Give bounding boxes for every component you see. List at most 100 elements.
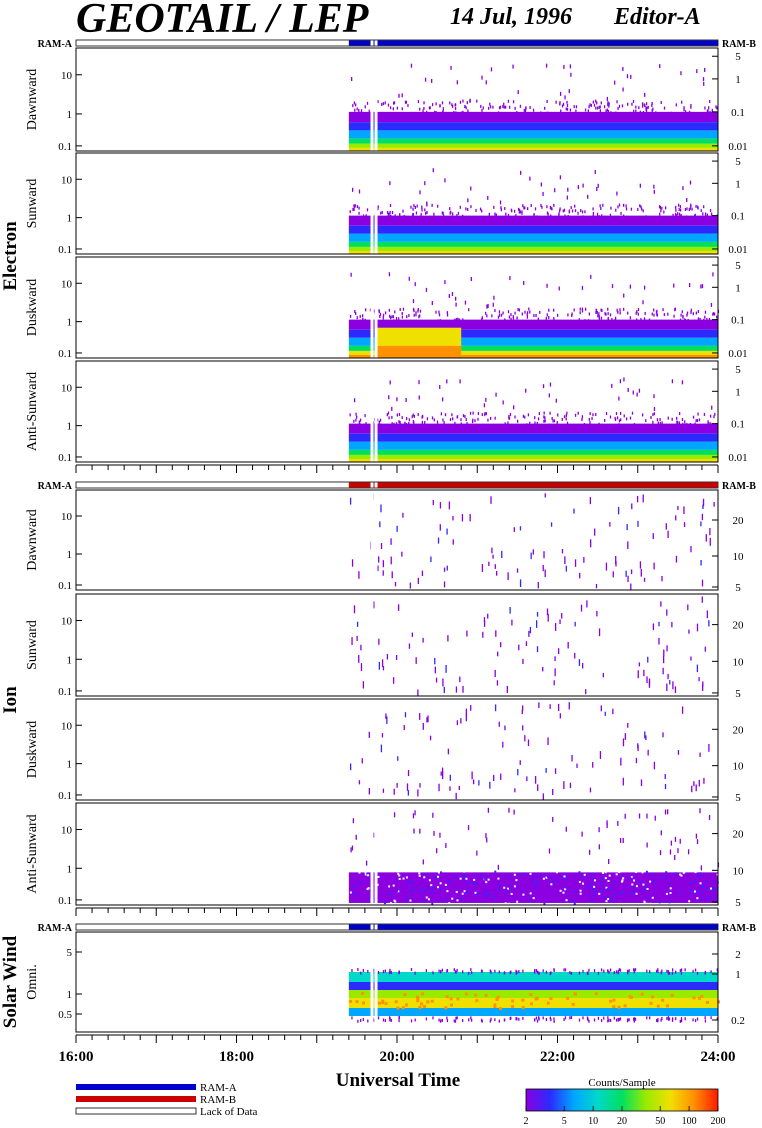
heatmap-cell [355, 311, 357, 315]
heatmap-cell [652, 623, 655, 631]
heatmap-cell [490, 1017, 492, 1021]
y-right-tick-label: 2 [735, 949, 741, 961]
heatmap-cell [566, 107, 569, 111]
heatmap-cell [437, 537, 440, 544]
heatmap-cell [404, 712, 407, 718]
heatmap-cell [462, 99, 464, 103]
y-right-tick-label: 1 [735, 282, 741, 294]
heatmap-cell [349, 413, 351, 417]
heatmap-cell [709, 537, 711, 546]
heatmap-cell [393, 319, 395, 323]
heatmap-cell [382, 1018, 385, 1022]
heatmap-band [348, 319, 718, 330]
heatmap-cell [522, 969, 524, 973]
heatmap-cell [377, 1016, 380, 1020]
heatmap-cell [434, 666, 437, 674]
heatmap-cell [399, 420, 401, 424]
heatmap-cell [458, 785, 460, 790]
heatmap-cell [581, 875, 584, 878]
heatmap-cell [508, 416, 510, 420]
heatmap-cell [429, 106, 431, 110]
data-gap [374, 361, 378, 462]
heatmap-cell [451, 413, 453, 417]
heatmap-cell [354, 108, 356, 112]
heatmap-cell [701, 579, 704, 587]
y-left-tick-label: 5 [67, 947, 73, 959]
heatmap-cell [401, 93, 403, 98]
heatmap-cell [381, 210, 383, 214]
heatmap-cell [458, 318, 461, 322]
y-left-tick-label: 0.1 [58, 686, 72, 698]
heatmap-cell [498, 721, 500, 727]
heatmap-cell [568, 210, 570, 214]
heatmap-cell [681, 380, 684, 385]
heatmap-cell [498, 883, 501, 886]
heatmap-cell [660, 971, 662, 975]
heatmap-cell [367, 887, 370, 890]
heatmap-cell [471, 882, 474, 885]
heatmap-cell [401, 551, 403, 557]
heatmap-cell [589, 787, 592, 793]
heatmap-cell [373, 309, 376, 313]
heatmap-cell [368, 109, 370, 113]
heatmap-cell [435, 102, 437, 106]
heatmap-cell [690, 204, 692, 208]
heatmap-cell [523, 872, 526, 875]
heatmap-cell [578, 1018, 581, 1022]
heatmap-cell [600, 888, 603, 891]
heatmap-cell [710, 302, 713, 307]
heatmap-cell [446, 1016, 448, 1020]
panel-label: Duskward [25, 721, 40, 779]
heatmap-cell [574, 621, 576, 627]
heatmap-cell [675, 423, 677, 427]
heatmap-cell [559, 175, 562, 180]
heatmap-cell [542, 877, 545, 880]
heatmap-cell [704, 971, 706, 975]
heatmap-cell [621, 104, 624, 108]
heatmap-cell [353, 605, 356, 614]
heatmap-cell [498, 1007, 502, 1011]
heatmap-cell [579, 321, 582, 325]
heatmap-cell [369, 308, 372, 312]
heatmap-cell [393, 899, 396, 902]
heatmap-cell [643, 285, 646, 290]
heatmap-cell [418, 1005, 422, 1009]
heatmap-cell [666, 609, 668, 616]
heatmap-cell [463, 890, 466, 893]
heatmap-cell [629, 416, 632, 420]
heatmap-cell [502, 311, 504, 315]
heatmap-cell [592, 878, 595, 881]
heatmap-cell [689, 882, 692, 885]
heatmap-cell [559, 101, 561, 105]
heatmap-cell [586, 1016, 589, 1020]
heatmap-cell [421, 208, 423, 212]
heatmap-cell [529, 310, 531, 314]
heatmap-cell [390, 423, 392, 427]
heatmap-cell [438, 969, 440, 973]
heatmap-cell [635, 892, 638, 895]
heatmap-cell [694, 968, 697, 972]
heatmap-cell [503, 105, 505, 109]
heatmap-cell [683, 108, 685, 112]
heatmap-cell [573, 902, 576, 905]
heatmap-cell [679, 838, 681, 844]
heatmap-cell [578, 318, 580, 322]
heatmap-cell [645, 107, 647, 111]
heatmap-cell [669, 320, 671, 324]
heatmap-cell [526, 423, 528, 427]
y-right-tick-label: 10 [733, 865, 745, 877]
heatmap-cell [564, 95, 566, 100]
heatmap-cell [476, 850, 478, 856]
heatmap-cell [641, 102, 644, 106]
heatmap-cell [390, 1018, 392, 1022]
heatmap-cell [537, 784, 539, 791]
heatmap-cell [542, 564, 544, 572]
heatmap-cell [358, 206, 360, 210]
heatmap-cell [564, 214, 566, 218]
heatmap-cell [709, 99, 711, 103]
heatmap-cell [493, 1003, 497, 1007]
heatmap-cell [427, 715, 429, 723]
x-axis-label: Universal Time [336, 1070, 460, 1091]
y-left-tick-label: 1 [67, 654, 73, 666]
heatmap-cell [378, 556, 380, 563]
